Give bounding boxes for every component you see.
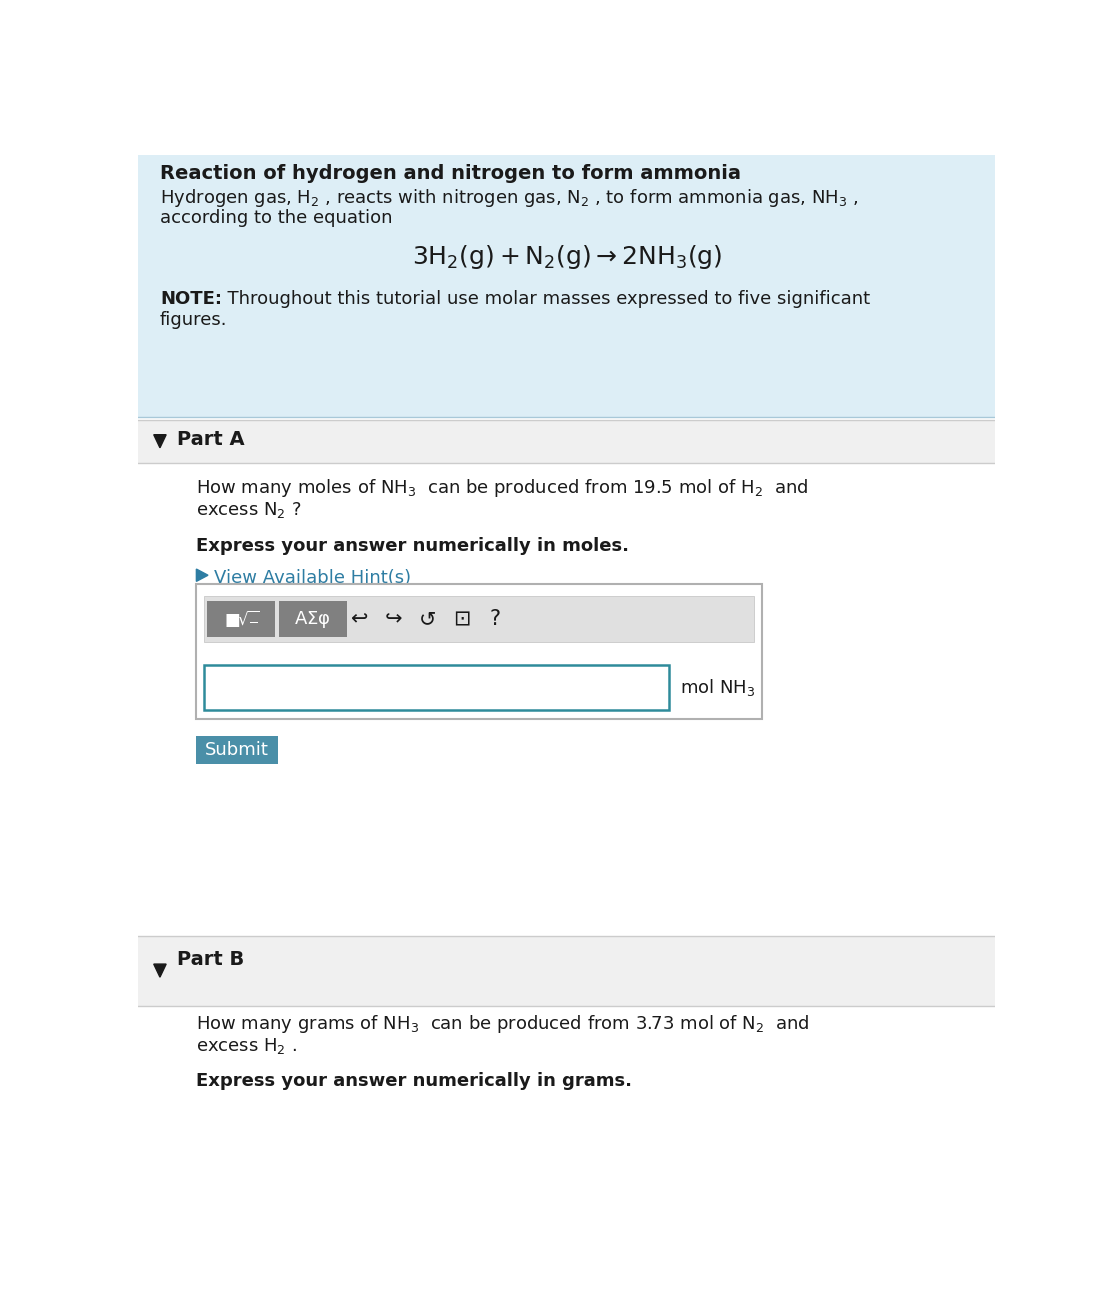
- Text: mol $\mathrm{NH_3}$: mol $\mathrm{NH_3}$: [680, 677, 755, 698]
- Text: excess $\mathrm{N_2}$ ?: excess $\mathrm{N_2}$ ?: [197, 499, 302, 520]
- Polygon shape: [154, 964, 166, 977]
- Text: Submit: Submit: [205, 740, 269, 759]
- Text: Throughout this tutorial use molar masses expressed to five significant: Throughout this tutorial use molar masse…: [216, 289, 870, 307]
- Text: ↩: ↩: [351, 609, 368, 630]
- Text: Express your answer numerically in moles.: Express your answer numerically in moles…: [197, 537, 629, 555]
- Bar: [138, 155, 995, 417]
- Bar: [197, 584, 762, 720]
- Text: Part B: Part B: [177, 951, 244, 969]
- Text: $\mathrm{A\Sigma\varphi}$: $\mathrm{A\Sigma\varphi}$: [294, 609, 331, 630]
- Text: ⊡: ⊡: [452, 609, 470, 630]
- Bar: [279, 601, 346, 637]
- Text: How many moles of $\mathrm{NH_3}$  can be produced from 19.5 mol of $\mathrm{H_2: How many moles of $\mathrm{NH_3}$ can be…: [197, 477, 808, 499]
- Text: ↺: ↺: [418, 609, 436, 630]
- Bar: [205, 596, 754, 642]
- Text: Express your answer numerically in grams.: Express your answer numerically in grams…: [197, 1072, 633, 1090]
- Bar: [207, 601, 275, 637]
- Bar: [138, 937, 995, 1006]
- Text: excess $\mathrm{H_2}$ .: excess $\mathrm{H_2}$ .: [197, 1036, 298, 1057]
- Text: View Available Hint(s): View Available Hint(s): [215, 569, 411, 587]
- Text: NOTE:: NOTE:: [160, 289, 222, 307]
- Text: Reaction of hydrogen and nitrogen to form ammonia: Reaction of hydrogen and nitrogen to for…: [160, 164, 741, 183]
- Text: How many grams of $\mathrm{NH_3}$  can be produced from 3.73 mol of $\mathrm{N_2: How many grams of $\mathrm{NH_3}$ can be…: [197, 1014, 810, 1036]
- Bar: [197, 737, 278, 764]
- Text: figures.: figures.: [160, 311, 228, 329]
- Text: ↪: ↪: [385, 609, 401, 630]
- Text: $\mathrm{3H_2(g) + N_2(g) \rightarrow 2NH_3(g)}$: $\mathrm{3H_2(g) + N_2(g) \rightarrow 2N…: [411, 244, 722, 271]
- Bar: [205, 666, 669, 710]
- Bar: [138, 421, 995, 463]
- Polygon shape: [154, 435, 166, 448]
- Text: according to the equation: according to the equation: [160, 209, 393, 227]
- Text: ?: ?: [490, 609, 501, 630]
- Text: Hydrogen gas, $\mathrm{H_2}$ , reacts with nitrogen gas, $\mathrm{N_2}$ , to for: Hydrogen gas, $\mathrm{H_2}$ , reacts wi…: [160, 187, 858, 209]
- Polygon shape: [197, 569, 208, 582]
- Text: Part A: Part A: [177, 430, 244, 449]
- Text: $\blacksquare\!\sqrt{\overline{\,\,}}$: $\blacksquare\!\sqrt{\overline{\,\,}}$: [223, 609, 259, 630]
